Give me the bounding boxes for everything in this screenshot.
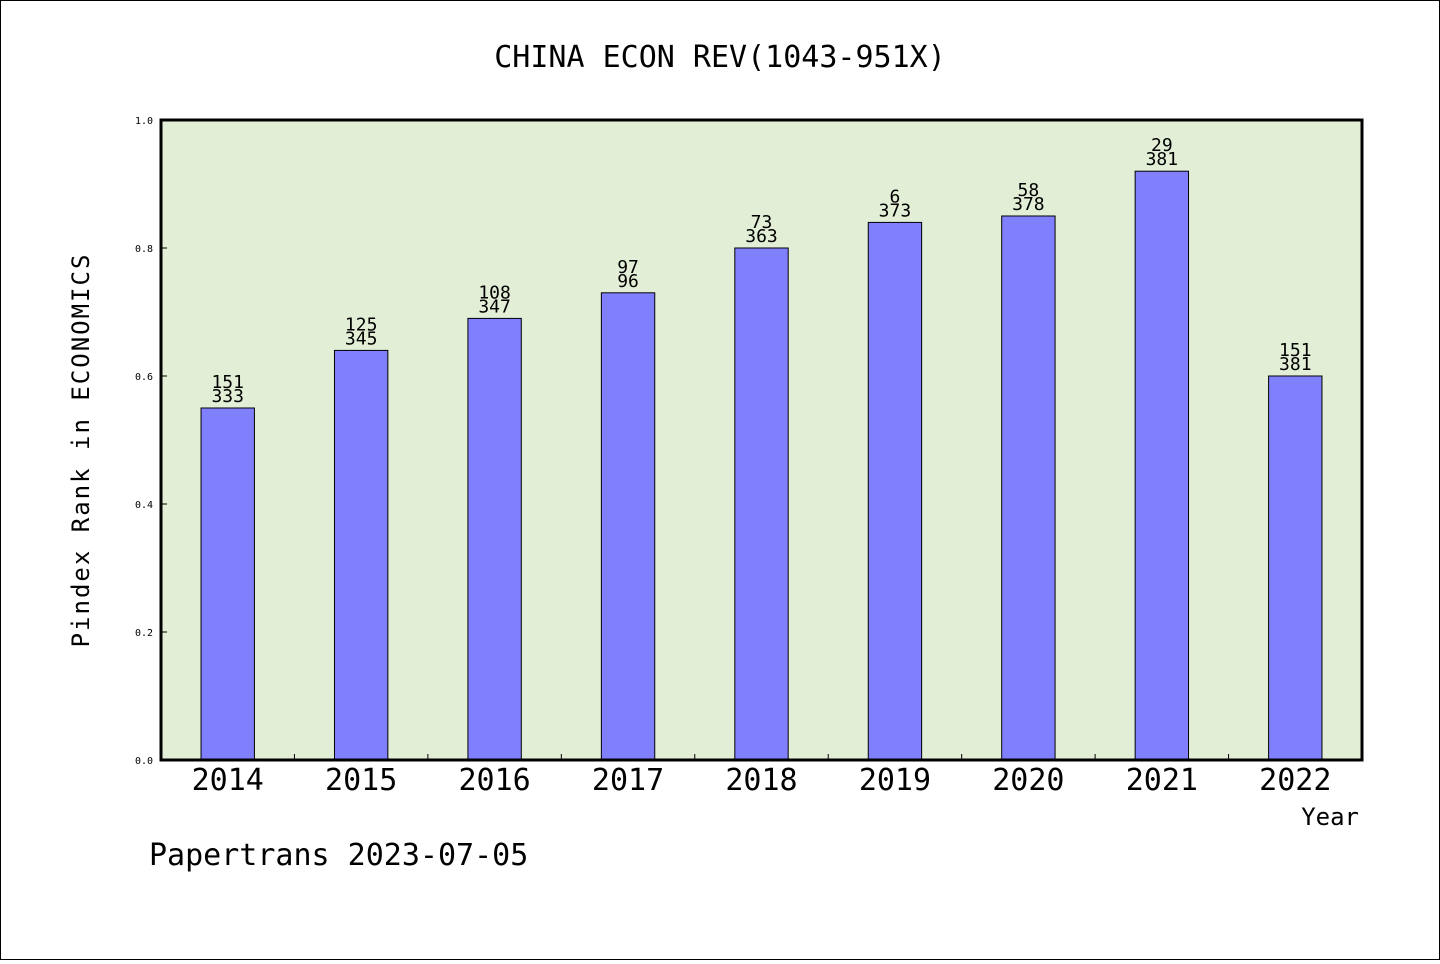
x-tick-label: 2015 — [325, 763, 397, 798]
data-label-bottom: 378 — [1012, 194, 1045, 215]
data-label-top: 151 — [1279, 340, 1312, 361]
data-label-top: 97 — [617, 257, 639, 278]
x-tick-label: 2017 — [592, 763, 664, 798]
x-tick-label: 2022 — [1259, 763, 1331, 798]
bar-2015 — [333, 349, 389, 761]
y-tick-label: 0.8 — [135, 244, 153, 255]
x-tick-label: 2019 — [859, 763, 931, 798]
x-tick-label: 2014 — [192, 763, 264, 798]
data-label-top: 58 — [1018, 180, 1040, 201]
data-label-top: 125 — [345, 314, 378, 335]
data-label-bottom: 345 — [345, 328, 378, 349]
x-tick-label: 2018 — [725, 763, 797, 798]
data-label-top: 151 — [211, 372, 244, 393]
bar-2017 — [600, 292, 656, 761]
footer-credit: Papertrans 2023-07-05 — [149, 838, 528, 873]
data-label-bottom: 333 — [211, 386, 244, 407]
data-label-top: 108 — [478, 282, 511, 303]
bar-2019 — [867, 221, 923, 761]
bar-2020 — [1001, 215, 1056, 761]
bar-2016 — [467, 317, 522, 761]
x-axis-label: Year — [1301, 803, 1359, 831]
data-label-bottom: 363 — [745, 226, 778, 247]
chart-title: CHINA ECON REV(1043-951X) — [494, 40, 946, 75]
bar-2022 — [1268, 375, 1323, 761]
y-tick-label: 0.2 — [135, 628, 153, 639]
data-label-bottom: 347 — [478, 296, 511, 317]
bar-2014 — [200, 407, 255, 761]
y-tick-label: 1.0 — [135, 116, 153, 127]
bar-2018 — [734, 247, 789, 761]
x-tick-label: 2021 — [1126, 763, 1198, 798]
data-label-top: 29 — [1151, 135, 1173, 156]
y-tick-label: 0.6 — [135, 372, 153, 383]
data-label-bottom: 96 — [617, 271, 639, 292]
data-label-top: 73 — [751, 212, 773, 233]
x-tick-label: 2016 — [458, 763, 530, 798]
bar-2021 — [1134, 170, 1190, 761]
y-tick-label: 0.0 — [135, 756, 153, 767]
data-label-bottom: 381 — [1146, 149, 1179, 170]
data-label-bottom: 381 — [1279, 354, 1312, 375]
y-tick-label: 0.4 — [135, 500, 153, 511]
data-label-bottom: 373 — [879, 200, 912, 221]
data-label-top: 6 — [890, 186, 901, 207]
y-axis-label: Pindex Rank in ECONOMICS — [67, 253, 95, 648]
x-tick-label: 2020 — [992, 763, 1064, 798]
plot-border — [159, 118, 1364, 762]
